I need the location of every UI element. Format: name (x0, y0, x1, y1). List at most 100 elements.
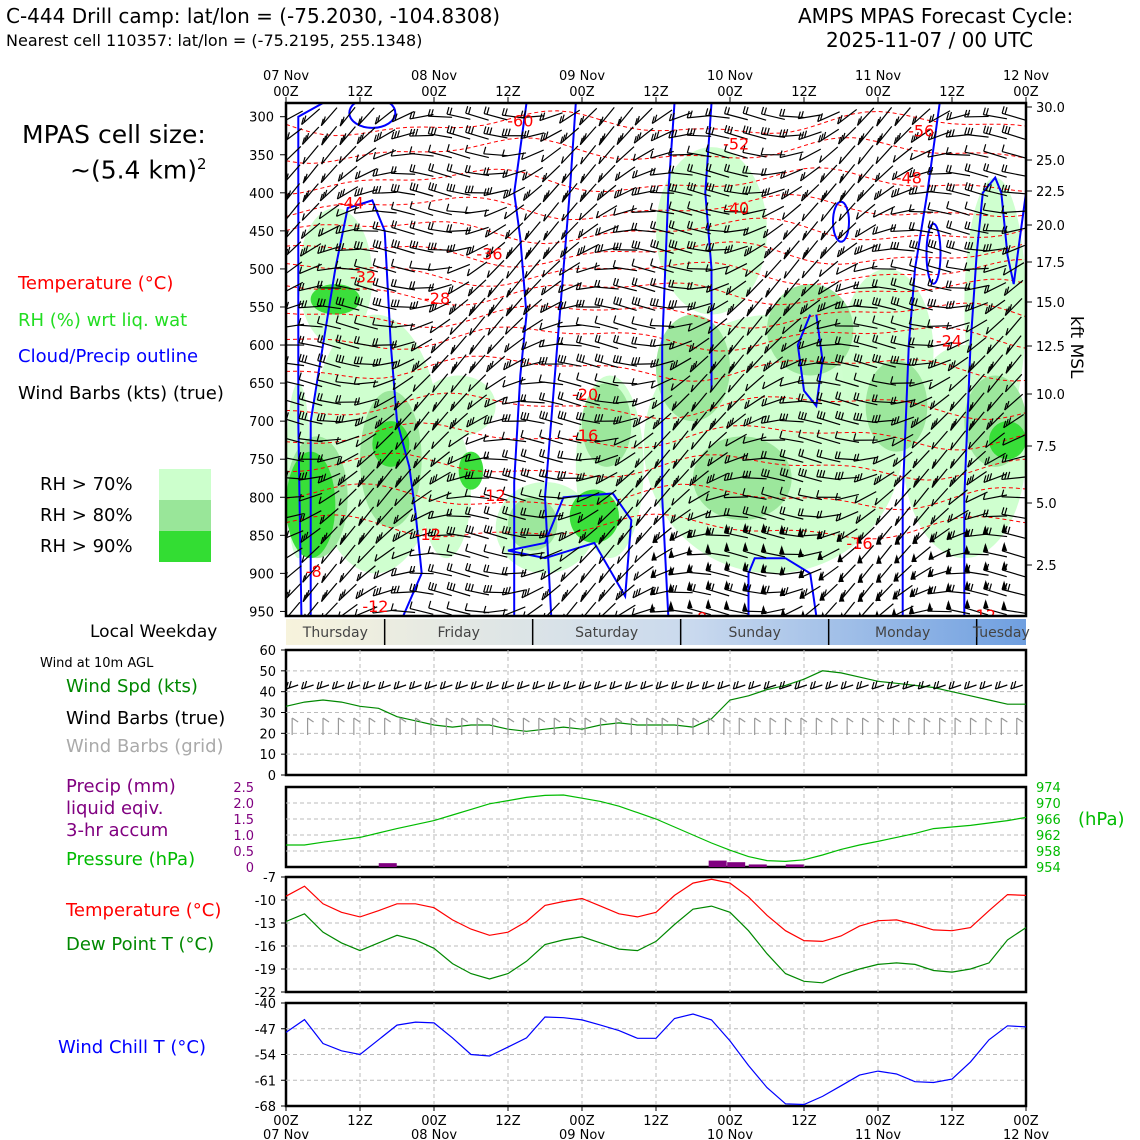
wind-barb (354, 415, 378, 427)
wind-barb (543, 202, 560, 222)
wind-barb (892, 146, 913, 163)
wind-barb (705, 125, 730, 139)
wind-barb (779, 506, 804, 520)
wind-barb (966, 470, 987, 486)
wind-barb (687, 182, 711, 197)
wind-barb (724, 580, 748, 597)
wind-barb (708, 336, 727, 354)
wind-barb (372, 277, 397, 292)
wind-barb (912, 526, 930, 545)
wind-ytick-label: 60 (259, 644, 276, 659)
kft-tick-label: 20.0 (1036, 219, 1065, 234)
wind-barb (539, 112, 563, 122)
wind-barb (984, 452, 1006, 466)
wind-barb (950, 411, 967, 431)
wind-barb (446, 581, 471, 597)
wind-barb (728, 335, 745, 355)
wind-barb (557, 391, 582, 407)
wind-barb (760, 542, 786, 558)
wind-barb (668, 165, 693, 176)
wind-barb (487, 297, 504, 317)
wind-barb-true (640, 680, 653, 690)
wind-barb (353, 223, 379, 232)
wind-barb-true (778, 680, 792, 690)
wind-barb (543, 221, 560, 241)
wind-barb (428, 301, 452, 313)
wind-barb (651, 394, 673, 410)
wind-barb (390, 201, 415, 216)
wind-barb (520, 448, 545, 464)
wind-barb (930, 412, 949, 431)
wind-barb-grid (384, 717, 391, 735)
wind-barb (910, 128, 932, 144)
wind-barb (817, 548, 840, 561)
pressure-tick-label: 600 (249, 339, 274, 354)
wind-barb-true (933, 680, 946, 690)
wind-barb (909, 396, 933, 408)
wind-barb (908, 221, 934, 234)
wind-barb (502, 169, 526, 179)
wind-barb (501, 396, 527, 405)
wind-barb (539, 410, 563, 426)
wind-barb (817, 111, 840, 123)
wind-barb (538, 356, 564, 365)
wind-barb (598, 107, 615, 127)
wind-barb (742, 225, 766, 236)
top-hour-label: 12Z (347, 85, 373, 100)
wind-barb (798, 448, 822, 464)
wind-barb (316, 316, 341, 330)
wind-barb-grid (461, 717, 469, 735)
wind-barb (578, 203, 598, 221)
wind-barb (965, 491, 988, 503)
wind-ytick-label: 40 (259, 686, 276, 701)
wind-barb (357, 469, 375, 488)
rh-legend-90: RH > 90% (40, 536, 133, 557)
wind-barb (873, 471, 895, 486)
temp-contour-label: -12 (970, 606, 996, 625)
wind-barb (394, 411, 412, 431)
temp-contour-label: -20 (572, 385, 598, 404)
wind-barb (484, 206, 507, 217)
wind-barb (580, 582, 597, 603)
wind-barb (686, 281, 712, 290)
wind-barb-true (917, 680, 931, 690)
wind-barb (578, 527, 598, 544)
wind-barb (557, 511, 582, 521)
wind-barb (707, 318, 728, 335)
wind-barb (392, 375, 414, 391)
wind-barb (964, 241, 989, 252)
wind-barb (760, 604, 786, 615)
temp-contour-label: -12 (415, 525, 441, 544)
temp-ytick-label: -19 (255, 963, 276, 978)
wind-barb (339, 506, 357, 526)
wind-barb-true (301, 680, 314, 690)
wind-barb-grid (553, 717, 561, 735)
wind-barb (316, 392, 342, 405)
wind-barb (390, 148, 416, 157)
wind-barb (816, 429, 841, 445)
wind-barb (782, 297, 801, 317)
wind-barb (871, 243, 897, 253)
wind-barb (409, 240, 434, 253)
wind-barb (316, 298, 342, 310)
bottom-hour-label: 00Z (865, 1114, 891, 1129)
wind-barb (575, 391, 600, 406)
wind-barb (446, 243, 471, 254)
wind-barb (337, 165, 358, 182)
wind-barb (929, 394, 950, 410)
wind-barb (871, 261, 897, 270)
wind-barb (671, 393, 690, 412)
wind-barb-grid (754, 717, 761, 735)
wind-barb (319, 508, 339, 525)
wind-barb (964, 127, 989, 138)
wind-barb (429, 318, 451, 334)
wind-barb (982, 125, 1007, 140)
wind-barb (853, 264, 878, 273)
precip-bar (378, 863, 397, 867)
wind-barb (318, 204, 340, 220)
wind-barb (820, 202, 837, 222)
legend-rh: RH (%) wrt liq. wat (18, 310, 188, 331)
wind-barb (501, 149, 527, 158)
kft-tick-label: 25.0 (1036, 154, 1065, 169)
wind-barb (835, 372, 859, 388)
